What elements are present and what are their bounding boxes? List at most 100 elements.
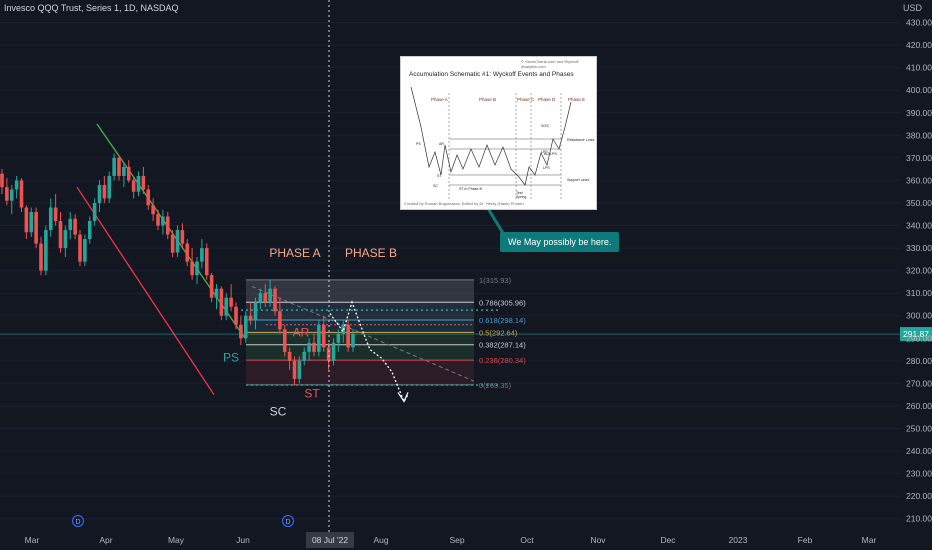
- schematic-phase-label: Phase D: [538, 97, 556, 102]
- candle-body: [29, 212, 34, 233]
- candle-body: [195, 261, 199, 276]
- fib-level-label: 1(315.93): [479, 276, 512, 285]
- candle-body: [263, 293, 268, 303]
- candle-body: [204, 248, 209, 276]
- schematic-event-label: Support Lines: [567, 178, 589, 182]
- candle-body: [209, 275, 214, 298]
- candle-body: [141, 175, 146, 190]
- wyckoff-event-label: SC: [270, 404, 287, 418]
- wyckoff-event-label: PS: [223, 350, 239, 364]
- price-axis[interactable]: 210.00 220.00 230.00 240.00 250.00 260.00 270.…: [906, 18, 932, 524]
- candle-body: [131, 180, 136, 192]
- candle-body: [321, 324, 326, 348]
- candle-body: [190, 261, 194, 276]
- candle-body: [151, 205, 155, 215]
- candle-body: [326, 347, 331, 361]
- candle-body: [19, 180, 24, 208]
- wyckoff-event-label: ST: [304, 386, 320, 400]
- x-tick-label: Feb: [798, 535, 813, 545]
- candle-body: [97, 184, 102, 203]
- candle-body: [346, 324, 350, 348]
- time-axis[interactable]: Mar Apr May Jun Aug Sep Oct Nov Dec 2023 Feb Mar: [25, 535, 877, 545]
- candle-body: [112, 157, 116, 176]
- schematic-phase-label: Phase C: [517, 97, 535, 102]
- y-tick-label: 220.00: [906, 491, 932, 501]
- schematic-credit: Created by Roman Bogomazov. Edited by Dr…: [404, 201, 524, 206]
- candle-body: [278, 311, 282, 330]
- projected-arrowhead-icon: [397, 392, 409, 403]
- candle-body: [34, 212, 38, 244]
- candle-body: [234, 306, 238, 325]
- y-tick-label: 340.00: [906, 221, 932, 231]
- x-tick-label: May: [168, 535, 185, 545]
- dividend-marker-icon[interactable]: [71, 514, 85, 528]
- y-tick-label: 210.00: [906, 514, 932, 524]
- schematic-event-label: SOS: [541, 124, 549, 128]
- candle-body: [58, 221, 63, 249]
- candle-body: [224, 297, 229, 316]
- candle-body: [185, 243, 190, 262]
- candle-body: [0, 173, 4, 188]
- candle-body: [161, 216, 165, 226]
- y-tick-label: 250.00: [906, 424, 932, 434]
- x-tick-label: 2023: [729, 535, 748, 545]
- last-price-tag: [900, 327, 932, 342]
- schematic-event-label: LPS: [543, 166, 550, 170]
- candle-body: [165, 216, 170, 235]
- candle-body: [248, 315, 253, 321]
- candle-body: [312, 342, 316, 352]
- schematic-drawing: Phase A Phase B Phase C Phase D Phase E PS AR S…: [410, 86, 595, 200]
- candle-body: [24, 207, 29, 233]
- candle-body: [287, 351, 292, 361]
- candle-body: [78, 234, 82, 262]
- candle-body: [258, 293, 263, 303]
- y-tick-label: 320.00: [906, 266, 932, 276]
- fib-band: [246, 360, 474, 385]
- candle-body: [292, 360, 297, 379]
- projected-path: [329, 300, 409, 403]
- schematic-price-path: [410, 86, 572, 186]
- candle-body: [48, 207, 53, 231]
- y-tick-label: 280.00: [906, 356, 932, 366]
- annotation-callout: We May possibly be here.: [500, 232, 620, 252]
- y-tick-label: 330.00: [906, 243, 932, 253]
- candle-body: [180, 230, 185, 244]
- y-tick-label: 300.00: [906, 311, 932, 321]
- candle-body: [297, 360, 302, 379]
- fib-level-label: 0.618(298.14): [479, 316, 526, 325]
- schematic-phase-label: Phase A: [431, 97, 448, 102]
- y-tick-label: 260.00: [906, 401, 932, 411]
- schematic-event-label: ST in Phase B: [459, 187, 483, 191]
- y-tick-label: 410.00: [906, 63, 932, 73]
- candle-body: [14, 180, 19, 190]
- fib-level-label: 0.5(292.64): [479, 328, 518, 337]
- candle-body: [336, 333, 341, 343]
- schematic-event-label: Resistance Lines: [567, 138, 595, 142]
- fib-band: [246, 344, 474, 361]
- schematic-phase-label: Phase B: [479, 97, 496, 102]
- candle-body: [53, 207, 58, 222]
- phase-label: PHASE A: [269, 246, 320, 260]
- x-tick-label: Jun: [236, 535, 250, 545]
- dividend-marker-label: D: [75, 519, 80, 526]
- y-tick-label: 360.00: [906, 175, 932, 185]
- candle-body: [282, 329, 287, 352]
- candle-body: [156, 214, 160, 226]
- fib-level-label: 0(269.35): [479, 381, 512, 390]
- x-tick-label: Dec: [660, 535, 676, 545]
- drawings: 1(315.93) 0.786(305.96) 0.618(298.14) 0.5(2…: [0, 123, 900, 396]
- candle-body: [136, 175, 141, 192]
- schematic-phase-label: Phase E: [568, 97, 585, 102]
- candle-body: [170, 234, 175, 253]
- candle-body: [273, 288, 277, 312]
- candle-body: [44, 230, 48, 271]
- y-tick-label: 290.00: [906, 333, 932, 343]
- dividend-marker-icon[interactable]: [281, 514, 295, 528]
- fib-level-label: 0.382(287.14): [479, 341, 526, 350]
- schematic-event-label: ST: [437, 174, 442, 178]
- schematic-event-label: SC: [433, 184, 438, 188]
- candle-body: [331, 342, 336, 361]
- fib-band: [246, 279, 474, 303]
- y-tick-label: 430.00: [906, 18, 932, 28]
- schematic-event-label: Test: [516, 191, 523, 195]
